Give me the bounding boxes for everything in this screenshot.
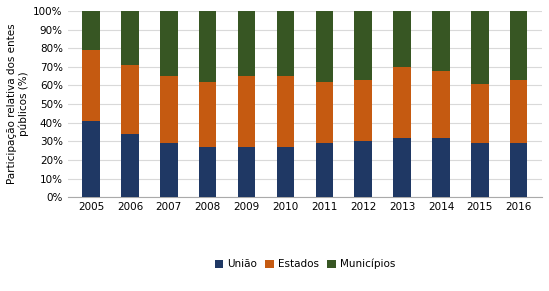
- Bar: [277, 11, 294, 76]
- Bar: [393, 138, 411, 197]
- Bar: [82, 121, 100, 197]
- Bar: [160, 11, 177, 76]
- Bar: [160, 143, 177, 197]
- Bar: [199, 82, 216, 147]
- Bar: [393, 11, 411, 67]
- Bar: [121, 11, 139, 65]
- Bar: [82, 11, 100, 50]
- Bar: [432, 11, 450, 71]
- Bar: [121, 65, 139, 134]
- Bar: [355, 11, 372, 80]
- Bar: [316, 143, 333, 197]
- Bar: [510, 80, 528, 143]
- Bar: [277, 76, 294, 147]
- Bar: [121, 134, 139, 197]
- Bar: [316, 11, 333, 82]
- Bar: [82, 50, 100, 121]
- Bar: [238, 11, 255, 76]
- Bar: [238, 76, 255, 147]
- Bar: [471, 143, 489, 197]
- Bar: [199, 147, 216, 197]
- Bar: [160, 76, 177, 143]
- Bar: [510, 143, 528, 197]
- Bar: [199, 11, 216, 82]
- Bar: [471, 84, 489, 143]
- Bar: [355, 80, 372, 141]
- Y-axis label: Participação relativa dos entes
públicos (%): Participação relativa dos entes públicos…: [7, 24, 29, 184]
- Legend: União, Estados, Municípios: União, Estados, Municípios: [210, 255, 399, 274]
- Bar: [316, 82, 333, 143]
- Bar: [355, 141, 372, 197]
- Bar: [277, 147, 294, 197]
- Bar: [432, 71, 450, 138]
- Bar: [471, 11, 489, 84]
- Bar: [393, 67, 411, 138]
- Bar: [510, 11, 528, 80]
- Bar: [238, 147, 255, 197]
- Bar: [432, 138, 450, 197]
